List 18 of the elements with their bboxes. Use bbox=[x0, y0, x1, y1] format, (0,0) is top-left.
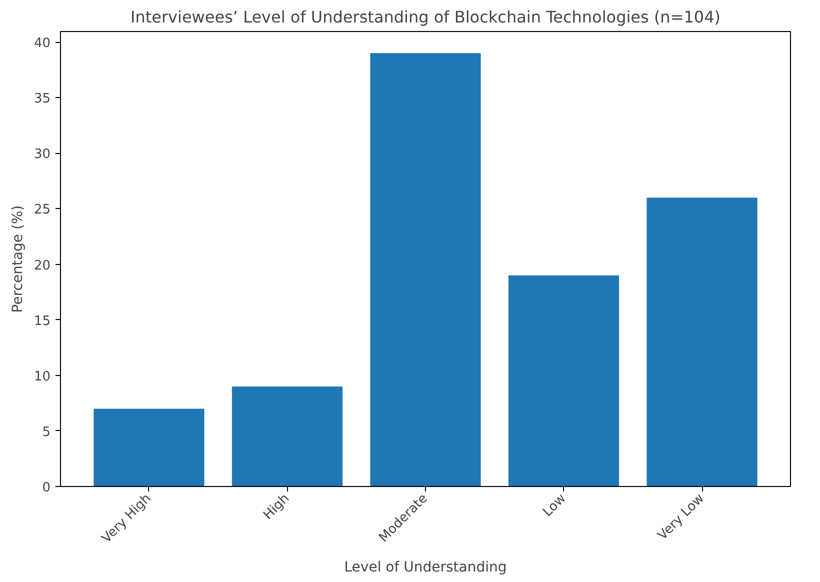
y-tick-label: 10 bbox=[34, 369, 51, 384]
x-tick-label: Low bbox=[540, 490, 570, 520]
y-tick-label: 20 bbox=[34, 258, 51, 274]
bar bbox=[94, 408, 204, 486]
y-tick-label: 30 bbox=[34, 147, 51, 162]
y-axis-title: Percentage (%) bbox=[10, 205, 26, 313]
bar bbox=[232, 386, 343, 486]
y-tick-label: 40 bbox=[34, 36, 51, 52]
y-tick-label: 0 bbox=[42, 480, 51, 496]
x-axis-title: Level of Understanding bbox=[344, 560, 507, 576]
y-tick-label: 25 bbox=[34, 202, 51, 218]
bar bbox=[370, 53, 481, 486]
y-tick-label: 5 bbox=[42, 424, 51, 440]
chart-title: Interviewees’ Level of Understanding of Blockchain Technologies (n=104) bbox=[130, 8, 721, 26]
bar bbox=[646, 198, 758, 486]
y-tick-label: 35 bbox=[34, 92, 51, 107]
y-tick-label: 15 bbox=[34, 314, 51, 329]
bar bbox=[508, 275, 620, 486]
